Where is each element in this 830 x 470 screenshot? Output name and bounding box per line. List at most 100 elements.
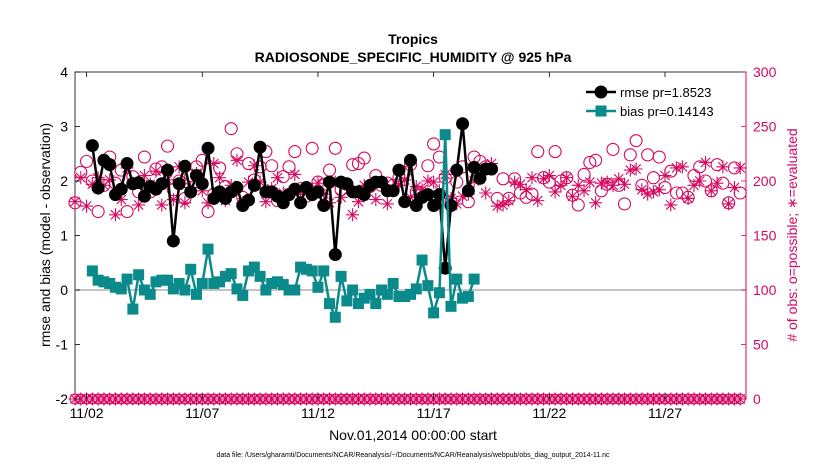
evaluated-point: [259, 195, 273, 209]
bias-point: [115, 283, 127, 295]
rmse-point: [184, 185, 198, 199]
possible-point: [421, 159, 435, 173]
bias-point: [324, 298, 336, 310]
evaluated-point: [166, 193, 180, 207]
evaluated-point: [646, 185, 660, 199]
evaluated-point: [565, 189, 579, 203]
evaluated-point: [178, 196, 192, 210]
evaluated-point: [531, 194, 545, 208]
evaluated-point: [577, 184, 591, 198]
evaluated-point: [537, 172, 551, 186]
evaluated-point: [699, 155, 713, 169]
bias-point: [173, 277, 185, 289]
y-left-tick-label: 3: [60, 119, 68, 135]
possible-point: [727, 161, 741, 175]
y-axis-right: 0 50 100 150 200 250 300: [741, 64, 777, 407]
bias-point: [405, 288, 416, 300]
evaluated-point: [600, 175, 614, 189]
evaluated-point: [681, 191, 695, 205]
rmse-point: [427, 199, 441, 213]
evaluated-point: [490, 199, 504, 213]
bias-point: [167, 283, 179, 295]
rmse-point: [85, 139, 99, 153]
bias-point: [370, 298, 382, 310]
y-right-tick-label: 150: [753, 228, 777, 244]
y-left-tick-label: 2: [60, 173, 68, 189]
rmse-point: [484, 162, 498, 176]
evaluated-point: [479, 186, 493, 200]
bias-point: [225, 268, 237, 280]
bias-point: [376, 284, 388, 296]
rmse-point: [166, 234, 180, 248]
rmse-point: [242, 193, 256, 207]
plot-area: [74, 71, 747, 400]
bias-point: [462, 291, 474, 303]
possible-point: [91, 204, 105, 219]
evaluated-point: [404, 190, 417, 204]
bias-point: [410, 283, 422, 295]
y-right-tick-label: 300: [753, 64, 777, 80]
possible-point: [670, 186, 684, 200]
bias-point: [202, 243, 214, 255]
bias-point: [312, 281, 324, 293]
possible-point: [565, 188, 580, 202]
possible-point: [80, 154, 94, 168]
legend-box: [580, 78, 742, 122]
x-tick-label: 11/27: [648, 405, 682, 421]
x-axis: 11/02 11/07 11/12 11/17 11/22 11/27: [70, 72, 682, 421]
rmse-point: [461, 184, 475, 198]
bias-point: [300, 263, 312, 275]
y-axis-left: -2 -1 0 1 2 3 4: [56, 64, 80, 407]
evaluated-point: [346, 208, 360, 222]
possible-point: [722, 196, 736, 210]
rmse-point: [467, 160, 481, 174]
possible-point: [652, 150, 666, 164]
bias-point: [127, 303, 139, 315]
possible-point: [612, 178, 626, 192]
y-right-tick-label: 250: [753, 119, 777, 135]
rmse-point: [172, 177, 186, 191]
bias-point: [231, 283, 243, 295]
possible-point: [629, 134, 643, 148]
possible-point: [265, 159, 279, 173]
possible-point: [288, 145, 302, 159]
evaluated-point: [554, 178, 568, 192]
bias-series: [86, 129, 480, 323]
possible-point: [74, 165, 88, 179]
possible-point: [161, 139, 175, 153]
possible-point: [571, 198, 585, 212]
bias-point: [156, 274, 168, 286]
evaluated-point: [137, 169, 151, 183]
y-left-tick-label: 4: [60, 64, 68, 80]
rmse-point: [357, 188, 371, 202]
y-right-tick-label: 200: [753, 173, 777, 189]
bias-point: [196, 277, 208, 289]
evaluated-point: [351, 195, 365, 209]
rmse-point: [201, 141, 215, 155]
rmse-point: [386, 184, 400, 198]
evaluated-point: [727, 181, 741, 195]
evaluated-point: [380, 197, 394, 211]
legend: rmse pr=1.8523 bias pr=0.14143: [580, 78, 742, 122]
evaluated-point: [80, 199, 94, 213]
evaluated-point: [571, 178, 585, 192]
possible-point: [560, 171, 574, 185]
rmse-point: [311, 185, 325, 199]
x-axis-label: Nov.01,2014 00:00:00 start: [329, 427, 497, 443]
evaluated-point: [369, 193, 383, 207]
bias-point: [352, 298, 364, 310]
evaluated-point: [635, 183, 649, 197]
rmse-point: [473, 171, 487, 185]
rmse-point: [91, 181, 105, 195]
y-left-tick-label: 0: [60, 282, 68, 298]
bias-point: [248, 261, 260, 273]
evaluated-point: [629, 162, 643, 176]
evaluated-point: [409, 179, 423, 193]
bias-point: [445, 300, 457, 312]
bias-point: [399, 291, 411, 303]
rmse-point: [456, 117, 470, 131]
x-tick-label: 11/07: [185, 405, 219, 421]
evaluated-point: [496, 198, 510, 212]
bias-point: [457, 292, 469, 304]
evaluated-point: [687, 178, 701, 192]
